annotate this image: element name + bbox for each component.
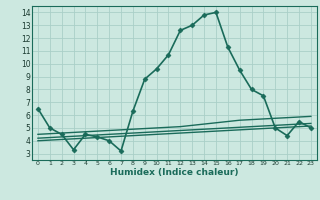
X-axis label: Humidex (Indice chaleur): Humidex (Indice chaleur) — [110, 168, 239, 177]
